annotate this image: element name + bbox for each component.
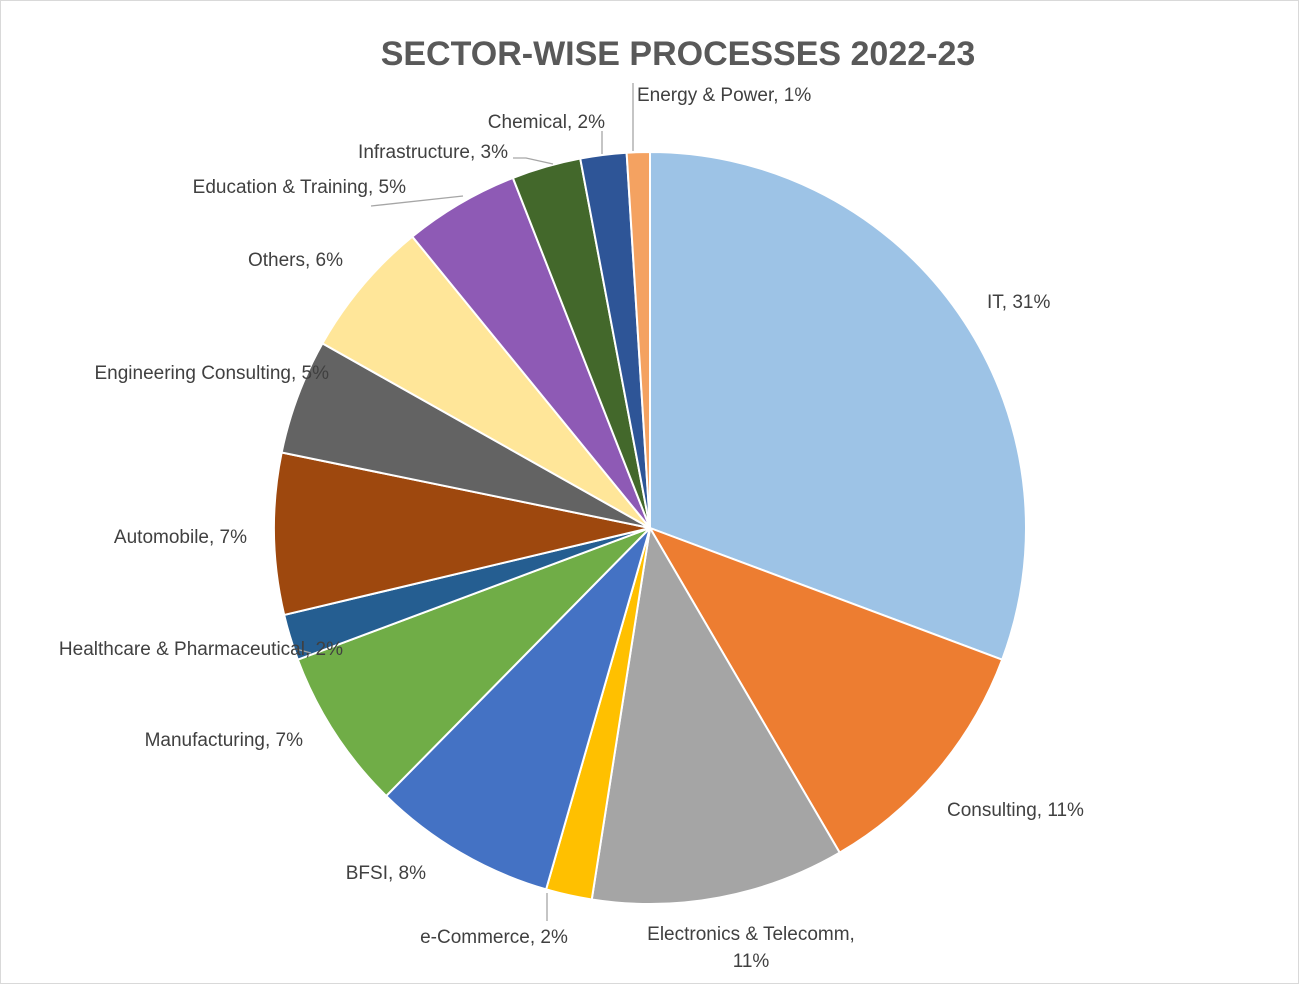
slice-label-electronics-telecomm: Electronics & Telecomm, 11% — [647, 924, 855, 972]
slice-label-chemical: Chemical, 2% — [488, 112, 605, 133]
slice-label-engineering-consulting: Engineering Consulting, 5% — [95, 363, 330, 384]
slice-label-infrastructure: Infrastructure, 3% — [358, 142, 508, 163]
leader-lines — [295, 83, 634, 921]
pie-slice-manufacturing — [296, 527, 651, 798]
pie-slice-energy-power — [625, 150, 651, 529]
pie-slice-it — [649, 150, 1027, 661]
slice-label-energy-power: Energy & Power, 1% — [637, 85, 811, 106]
slice-labels: IT, 31% Consulting, 11% Electronics & Tele… — [59, 85, 1084, 972]
slice-label-consulting: Consulting, 11% — [947, 800, 1084, 821]
slice-label-e-commerce: e-Commerce, 2% — [420, 927, 568, 948]
slice-label-bfsi: BFSI, 8% — [346, 863, 426, 884]
pie-slices — [273, 150, 1027, 905]
slice-label-it: IT, 31% — [987, 292, 1050, 313]
leader-line-infrastructure — [513, 157, 554, 165]
chart-title: SECTOR-WISE PROCESSES 2022-23 — [381, 35, 976, 73]
slice-label-others: Others, 6% — [248, 250, 343, 271]
slice-label-manufacturing: Manufacturing, 7% — [145, 730, 304, 751]
slice-label-automobile: Automobile, 7% — [114, 527, 247, 548]
slice-label-education-training: Education & Training, 5% — [193, 177, 406, 198]
pie-slice-others — [321, 235, 651, 529]
pie-slice-consulting — [647, 526, 1004, 855]
pie-slice-bfsi — [384, 527, 651, 891]
slice-label-healthcare-pharmaceutical: Healthcare & Pharmaceutical, 2% — [59, 639, 343, 660]
pie-slice-automobile — [273, 451, 651, 617]
leader-line-healthcare-pharmaceutical — [295, 648, 312, 654]
leader-line-education-training — [370, 195, 464, 207]
pie-slice-electronics-telecomm — [590, 525, 842, 905]
